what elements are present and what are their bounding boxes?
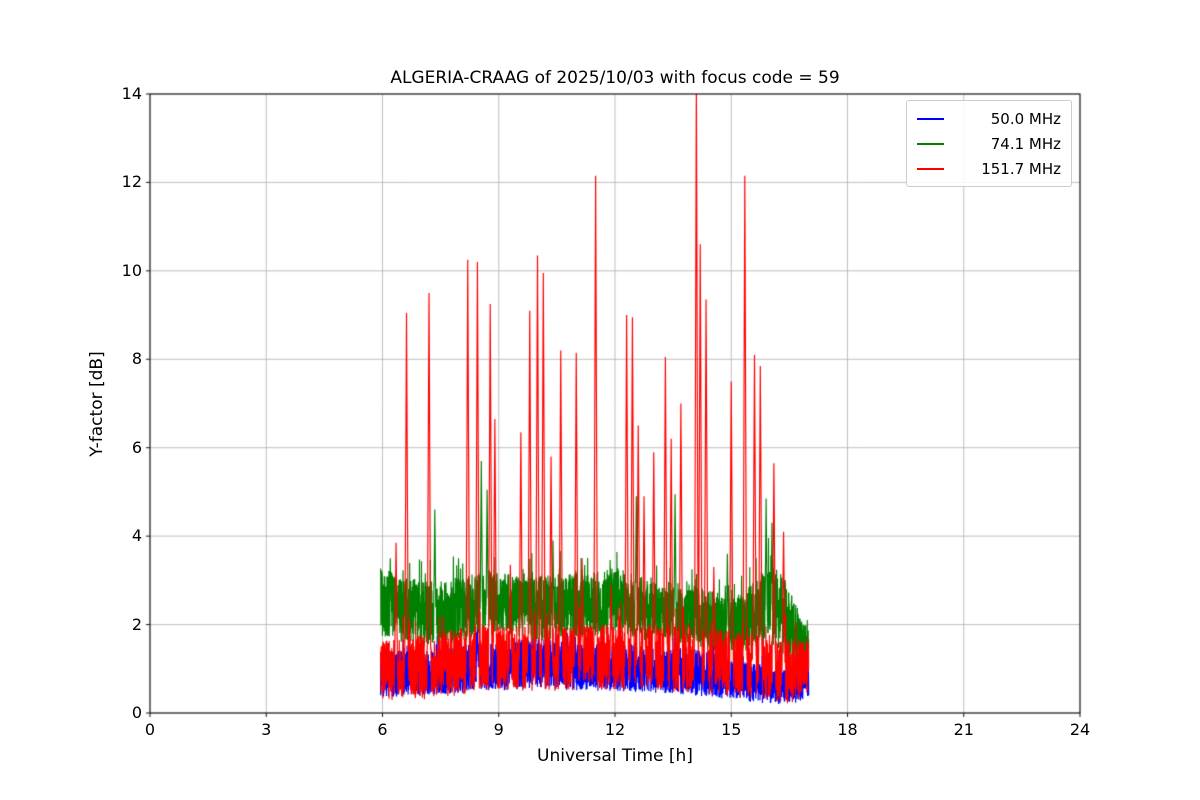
y-tick-label: 14 [121, 84, 142, 103]
x-axis-label: Universal Time [h] [537, 746, 693, 766]
x-tick-label: 6 [377, 720, 388, 739]
x-tick-label: 15 [721, 720, 742, 739]
y-tick-label: 8 [131, 349, 142, 369]
legend: 50.0 MHz 74.1 MHz 151.7 MHz [906, 100, 1072, 187]
legend-entry: 74.1 MHz [917, 133, 1061, 154]
y-tick-label: 4 [131, 526, 142, 546]
x-tick-label: 0 [144, 720, 156, 739]
x-tick-label: 9 [493, 720, 504, 739]
x-tick-label: 18 [837, 720, 858, 739]
legend-label: 74.1 MHz [990, 134, 1061, 153]
y-tick-label: 10 [121, 260, 142, 280]
legend-entry: 151.7 MHz [917, 158, 1061, 179]
legend-label: 151.7 MHz [981, 159, 1061, 178]
x-tick-label: 12 [604, 720, 626, 739]
legend-entry: 50.0 MHz [917, 108, 1061, 129]
legend-line-sample [917, 117, 944, 120]
chart-title: ALGERIA-CRAAG of 2025/10/03 with focus c… [390, 68, 840, 88]
y-tick-label: 12 [121, 172, 142, 192]
legend-line-sample [917, 142, 944, 145]
y-tick-label: 0 [131, 703, 142, 722]
legend-label: 50.0 MHz [990, 109, 1061, 128]
x-tick-label: 24 [1069, 720, 1091, 739]
x-tick-label: 3 [261, 720, 272, 739]
y-tick-label: 6 [131, 437, 142, 457]
y-tick-label: 2 [131, 614, 142, 634]
x-tick-label: 21 [953, 720, 974, 739]
legend-line-sample [917, 167, 944, 170]
